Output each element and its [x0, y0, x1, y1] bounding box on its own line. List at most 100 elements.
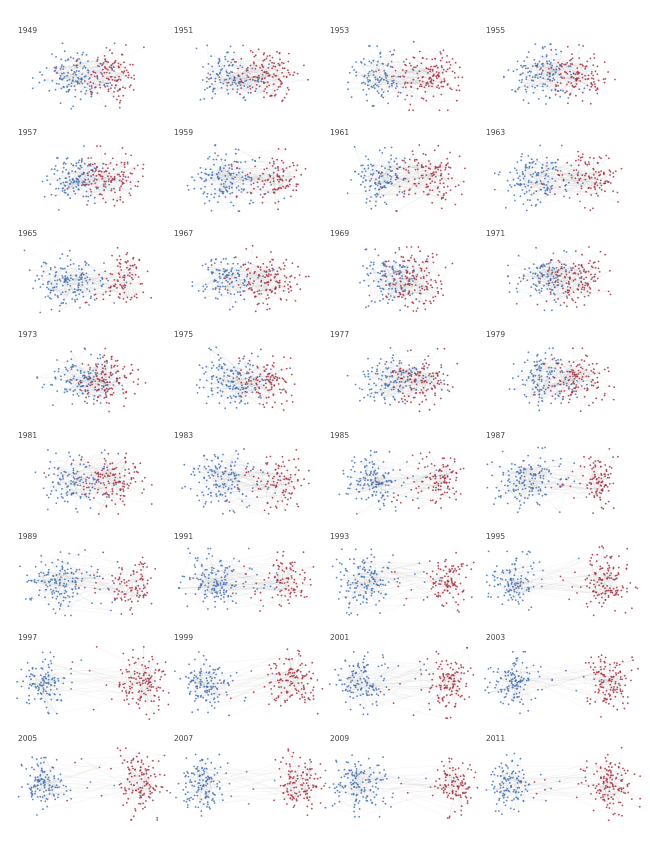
node-blue [559, 186, 561, 188]
node-blue [39, 286, 42, 288]
node-blue [215, 73, 218, 75]
node-blue [225, 153, 228, 156]
edge [107, 69, 109, 92]
node-red [425, 67, 428, 70]
edge [367, 76, 401, 78]
node-red [581, 100, 584, 102]
node-blue [214, 77, 217, 80]
node-red [412, 78, 415, 81]
node-blue [376, 192, 378, 195]
edge [228, 46, 231, 66]
node-blue [363, 167, 366, 170]
node-red [107, 90, 110, 93]
node-blue [222, 82, 225, 85]
node-blue [89, 278, 91, 281]
edge [84, 168, 96, 183]
node-red [118, 273, 121, 276]
edge [69, 277, 103, 281]
edge [364, 174, 388, 176]
edge [566, 58, 591, 85]
edge [426, 184, 445, 195]
edge [212, 72, 265, 99]
edge [371, 86, 404, 88]
edge [273, 269, 276, 277]
edge [97, 57, 105, 85]
edge [83, 289, 95, 297]
edge [547, 172, 579, 196]
node-red [590, 72, 593, 75]
edge [73, 65, 78, 82]
node-blue [362, 81, 365, 84]
node-blue [85, 190, 88, 193]
node-red [272, 171, 275, 174]
node-blue [231, 81, 234, 84]
node-blue [559, 170, 562, 172]
node-blue [210, 183, 213, 185]
node-blue [48, 297, 51, 299]
node-red [84, 66, 87, 69]
node-red [438, 72, 440, 74]
edge [569, 173, 614, 192]
edge [432, 62, 456, 84]
node-blue [562, 89, 564, 92]
node-blue [376, 84, 378, 87]
edge [525, 59, 535, 90]
edge [543, 157, 547, 184]
edge [78, 268, 131, 284]
node-red [266, 55, 269, 57]
node-red [264, 88, 267, 90]
edge [409, 159, 433, 203]
node-blue [77, 76, 79, 79]
edge [200, 174, 213, 178]
node-blue [72, 57, 75, 60]
node-blue [61, 267, 64, 270]
node-blue [50, 193, 53, 196]
node-blue [209, 73, 212, 76]
node-blue [259, 174, 261, 177]
node-red [446, 68, 449, 71]
edge [207, 45, 210, 88]
edge [24, 250, 81, 279]
node-blue [226, 71, 228, 74]
edge [216, 174, 246, 179]
edge [233, 173, 261, 195]
node-blue [250, 176, 253, 179]
node-red [566, 72, 569, 75]
node-red [107, 167, 109, 169]
edge [226, 275, 234, 307]
edge [419, 144, 442, 209]
edge [278, 187, 281, 202]
node-red [295, 169, 298, 172]
node-blue [102, 183, 105, 186]
node-blue [64, 290, 67, 293]
node-blue [75, 186, 78, 188]
node-blue [551, 64, 553, 67]
node-red [417, 162, 420, 164]
node-red [98, 273, 100, 276]
node-blue [81, 276, 83, 279]
node-blue [370, 163, 372, 166]
node-red [284, 148, 287, 151]
edge [232, 59, 257, 89]
edge [107, 69, 113, 80]
node-blue [228, 72, 231, 75]
node-blue [240, 188, 243, 190]
node-red [104, 183, 107, 185]
edge [66, 272, 74, 293]
node-blue [213, 196, 215, 199]
edge [543, 78, 569, 99]
edge [84, 62, 109, 82]
node-red [124, 66, 127, 69]
edge [547, 63, 549, 80]
node-red [261, 201, 264, 204]
node-blue [54, 165, 57, 167]
edge [216, 165, 298, 175]
edge [90, 78, 107, 92]
edge [257, 284, 288, 292]
edge [383, 72, 428, 98]
node-red [546, 71, 549, 74]
edge [521, 82, 556, 90]
edge [410, 76, 424, 87]
node-blue [50, 168, 53, 170]
node-blue [71, 298, 74, 300]
